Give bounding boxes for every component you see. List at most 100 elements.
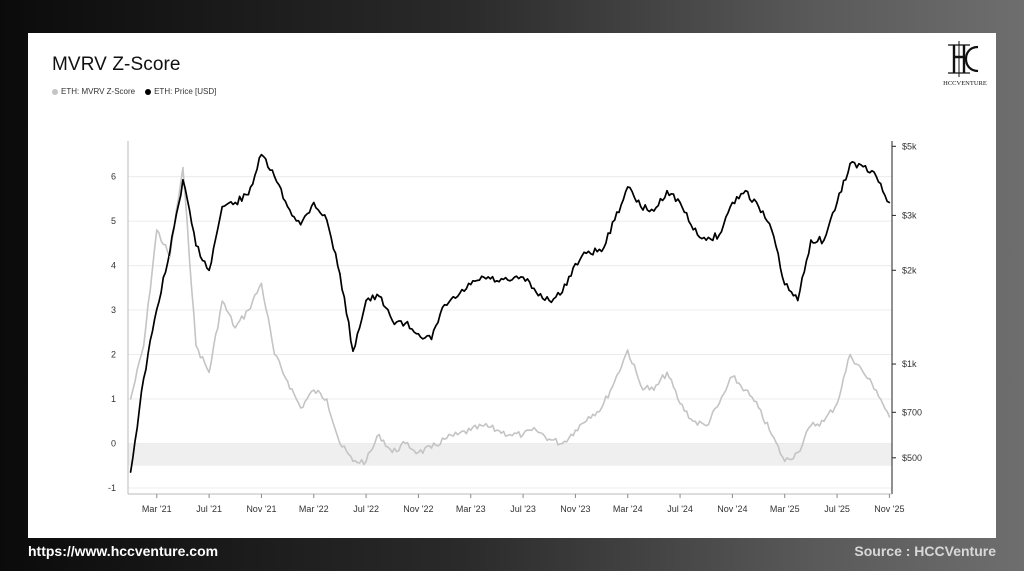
price-point <box>417 333 420 335</box>
x-tick-label: Nov '25 <box>874 504 904 514</box>
price-point <box>195 244 197 247</box>
zscore-point <box>456 433 459 436</box>
zscore-point <box>587 416 590 418</box>
y-left-tick-label: 3 <box>111 305 116 315</box>
zscore-point <box>849 353 851 356</box>
zero-band <box>128 443 892 466</box>
y-right-tick-label: $3k <box>902 210 917 220</box>
price-point <box>142 377 145 380</box>
price-point <box>339 272 341 275</box>
x-tick-label: Jul '25 <box>824 504 850 514</box>
zscore-point <box>339 442 341 445</box>
price-point <box>378 295 380 298</box>
zscore-point <box>182 166 184 169</box>
chart-title: MVRV Z-Score <box>52 54 181 75</box>
price-point <box>744 189 747 192</box>
y-right-tick-label: $2k <box>902 265 917 275</box>
price-point <box>587 250 590 253</box>
zscore-point <box>875 389 878 391</box>
price-point <box>312 201 315 204</box>
price-point <box>182 179 184 181</box>
zscore-point <box>509 433 511 436</box>
price-point <box>705 239 708 241</box>
price-point <box>810 239 812 241</box>
x-tick-label: Jul '21 <box>196 504 222 514</box>
zscore-point <box>195 344 197 347</box>
zscore-point <box>129 398 132 400</box>
price-point <box>469 283 472 286</box>
zscore-point <box>600 407 603 409</box>
price-point <box>718 233 721 236</box>
legend-label-zscore: ETH: MVRV Z-Score <box>61 87 136 96</box>
price-point <box>626 186 629 188</box>
zscore-point <box>705 424 708 427</box>
zscore-point <box>391 451 394 454</box>
x-tick-label: Nov '22 <box>403 504 433 514</box>
price-point <box>286 205 289 208</box>
x-tick-label: Nov '23 <box>560 504 590 514</box>
zscore-point <box>613 380 616 383</box>
price-point <box>574 262 577 265</box>
price-point <box>783 283 786 286</box>
x-tick-label: Jul '22 <box>353 504 379 514</box>
zscore-point <box>417 451 420 454</box>
price-point <box>823 239 825 241</box>
zscore-point <box>260 282 263 285</box>
legend-item-price[interactable]: ETH: Price [USD] <box>145 87 216 96</box>
zscore-point <box>718 402 721 405</box>
price-point <box>613 219 616 221</box>
price-point <box>862 165 865 168</box>
price-point <box>653 210 655 212</box>
price-point <box>875 175 878 178</box>
x-tick-label: Nov '21 <box>246 504 276 514</box>
x-tick-label: Nov '24 <box>717 504 747 514</box>
zscore-point <box>666 371 668 374</box>
zscore-point <box>626 349 629 351</box>
price-point <box>404 322 407 325</box>
zscore-point <box>783 460 786 463</box>
price-point <box>770 228 773 231</box>
zscore-point <box>208 371 210 374</box>
x-tick-label: Mar '22 <box>299 504 329 514</box>
x-tick-label: Jul '24 <box>667 504 693 514</box>
x-tick-label: Jul '23 <box>510 504 536 514</box>
price-point <box>391 319 394 322</box>
price-point <box>731 201 734 204</box>
price-point <box>155 308 158 310</box>
zscore-point <box>640 384 642 387</box>
zscore-point <box>234 327 237 329</box>
zscore-point <box>365 460 367 463</box>
price-point <box>208 269 210 272</box>
price-point <box>797 299 799 302</box>
chart-legend: ETH: MVRV Z-Score ETH: Price [USD] <box>52 87 216 96</box>
y-right-tick-label: $1k <box>902 359 917 369</box>
price-point <box>679 201 681 204</box>
price-point <box>757 205 760 208</box>
price-point <box>443 303 446 306</box>
price-point <box>456 295 459 298</box>
price-point <box>169 250 171 253</box>
zscore-point <box>770 433 773 436</box>
legend-item-zscore[interactable]: ETH: MVRV Z-Score <box>52 87 135 96</box>
price-point <box>260 153 263 156</box>
y-left-tick-label: 6 <box>111 172 116 182</box>
website-url[interactable]: https://www.hccventure.com <box>28 543 219 559</box>
price-point <box>600 250 603 253</box>
zscore-point <box>757 407 760 409</box>
zscore-point <box>443 438 446 440</box>
price-point <box>548 299 551 302</box>
x-tick-label: Mar '23 <box>456 504 486 514</box>
zscore-point <box>169 255 171 258</box>
legend-dot-zscore <box>52 88 58 95</box>
price-point <box>299 223 302 226</box>
chart-card: MVRV Z-Score ETH: MVRV Z-Score ETH: Pric… <box>28 33 996 538</box>
zscore-point <box>574 429 577 431</box>
zscore-point <box>273 353 276 356</box>
zscore-point <box>326 398 328 400</box>
x-tick-label: Mar '21 <box>142 504 172 514</box>
price-point <box>129 471 132 473</box>
zscore-point <box>561 442 564 445</box>
zscore-point <box>286 380 289 383</box>
zscore-point <box>653 389 655 391</box>
price-point <box>247 193 250 196</box>
